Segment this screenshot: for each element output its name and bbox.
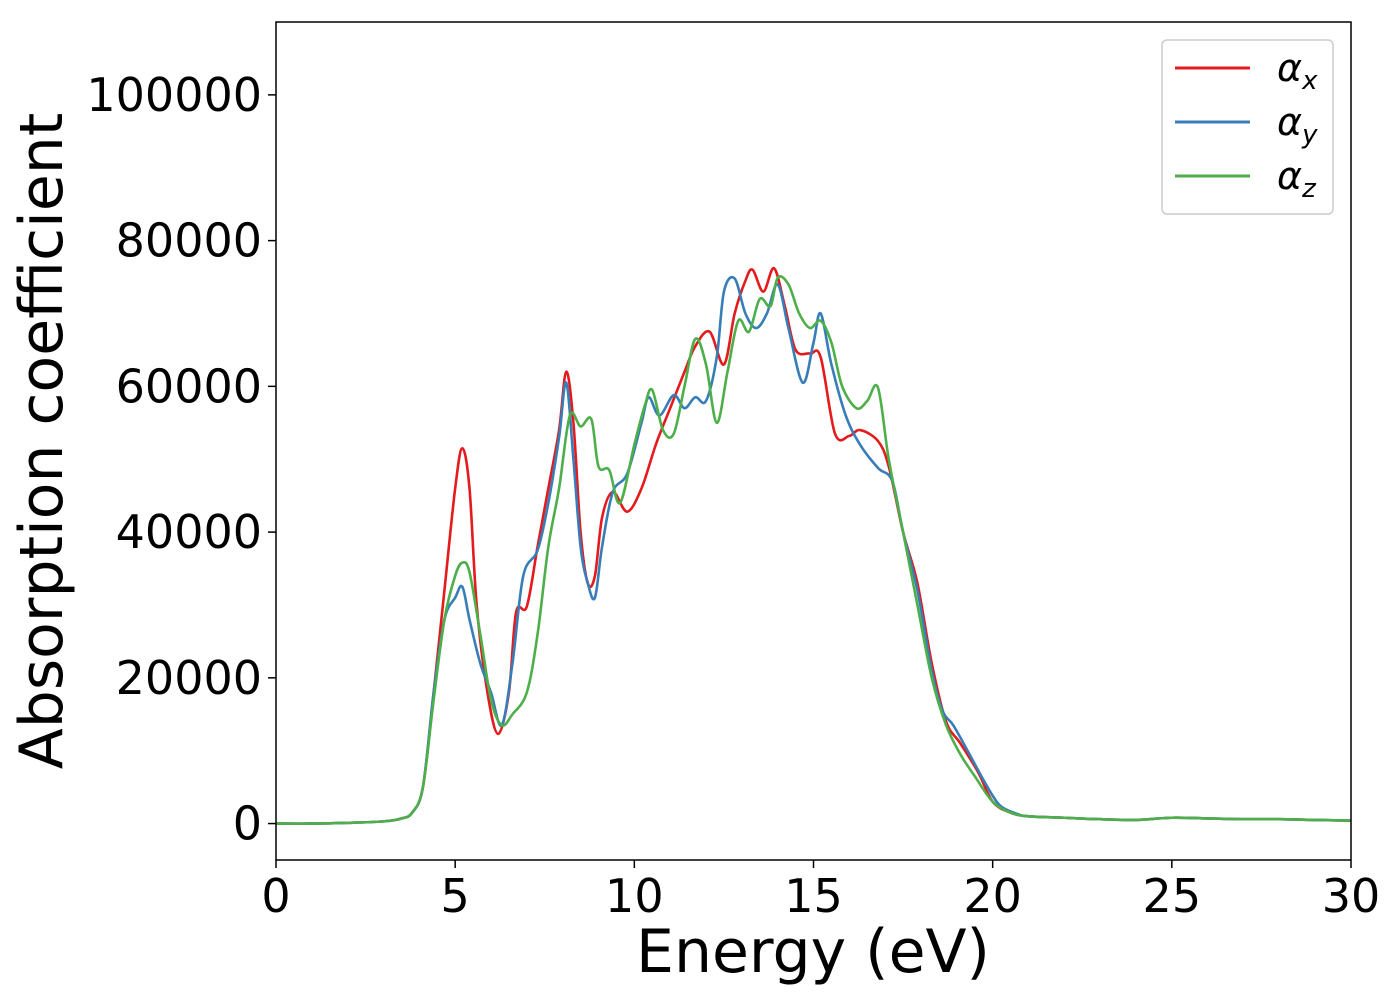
- y-tick-label: 60000: [116, 359, 262, 413]
- x-tick-label: 20: [963, 869, 1022, 923]
- legend-label-alpha-z: αz: [1277, 154, 1317, 204]
- x-tick-label: 5: [441, 869, 470, 923]
- series-line-alpha-x: [276, 266, 1351, 825]
- y-axis-title: Absorption coefficient: [7, 113, 77, 770]
- series-line-alpha-y: [276, 275, 1351, 825]
- legend-label-alpha-x: αx: [1277, 46, 1318, 96]
- x-tick-label: 0: [261, 869, 290, 923]
- x-tick-label: 10: [605, 869, 664, 923]
- y-tick-label: 20000: [116, 651, 262, 705]
- x-axis-title: Energy (eV): [636, 917, 990, 987]
- x-tick-label: 15: [784, 869, 843, 923]
- y-tick-label: 80000: [116, 214, 262, 268]
- x-tick-label: 30: [1322, 869, 1381, 923]
- y-tick-label: 0: [233, 797, 262, 851]
- x-tick-label: 25: [1143, 869, 1202, 923]
- y-tick-label: 100000: [86, 68, 262, 122]
- y-tick-label: 40000: [116, 505, 262, 559]
- legend-box: [1161, 39, 1334, 215]
- legend-label-alpha-y: αy: [1277, 100, 1318, 150]
- series-line-alpha-z: [276, 275, 1351, 825]
